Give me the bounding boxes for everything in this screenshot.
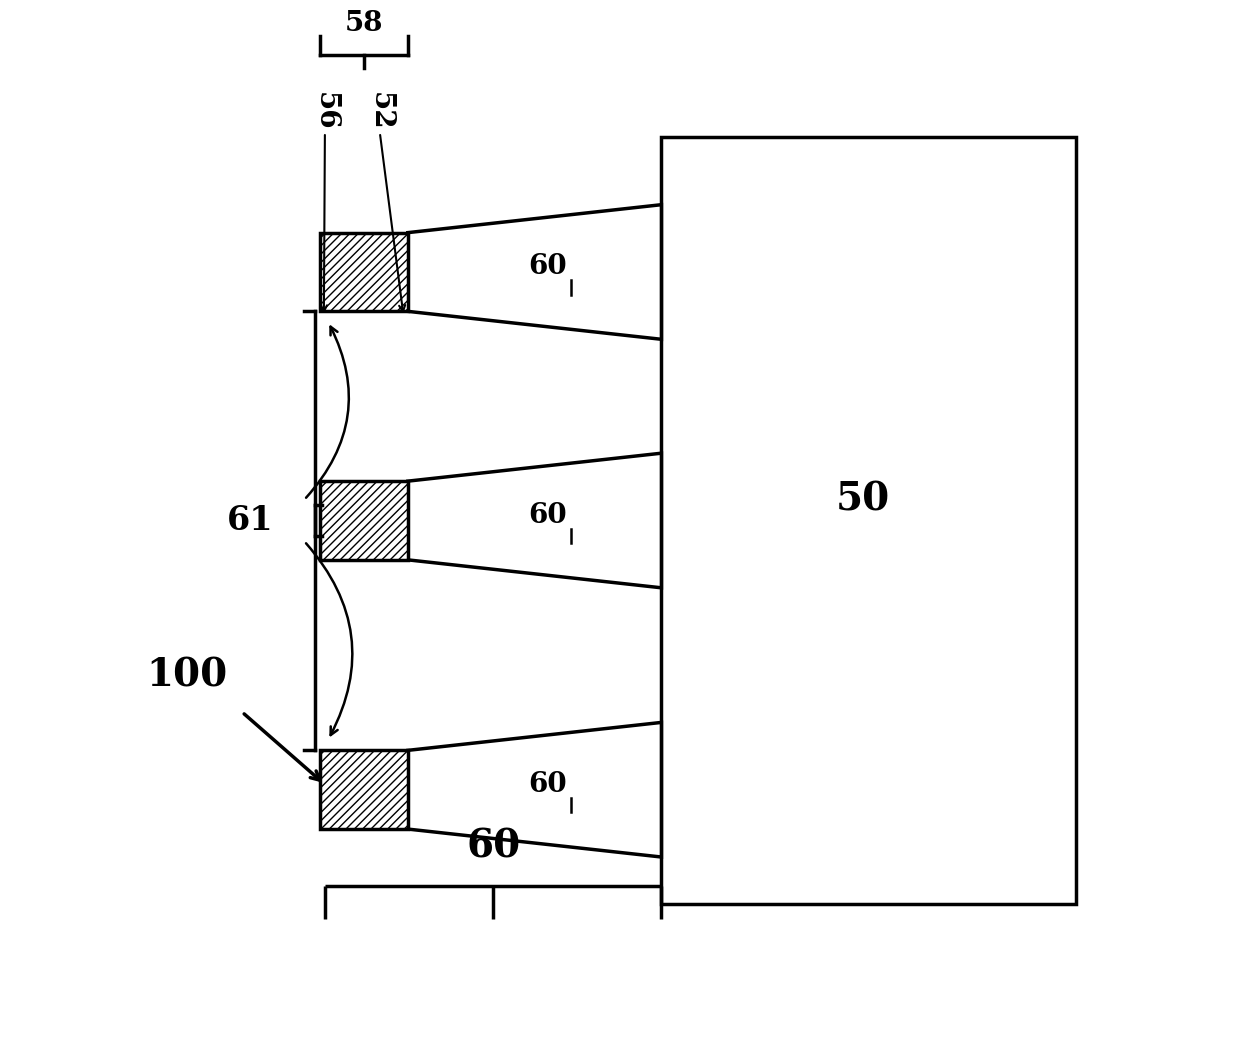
Bar <box>320 481 408 560</box>
Text: 60: 60 <box>528 253 567 280</box>
Text: 61: 61 <box>227 504 273 537</box>
Text: 60: 60 <box>466 828 521 866</box>
Text: 58: 58 <box>345 10 383 37</box>
Text: 60: 60 <box>528 771 567 798</box>
Text: 56: 56 <box>311 93 339 131</box>
Bar <box>320 751 408 829</box>
Bar <box>320 232 408 311</box>
Text: 100: 100 <box>146 657 228 694</box>
Text: 60: 60 <box>528 502 567 529</box>
Polygon shape <box>408 722 661 857</box>
Polygon shape <box>408 453 661 588</box>
Text: 50: 50 <box>836 481 890 518</box>
Polygon shape <box>408 205 661 339</box>
Text: 52: 52 <box>366 93 393 131</box>
Bar <box>661 137 1075 904</box>
